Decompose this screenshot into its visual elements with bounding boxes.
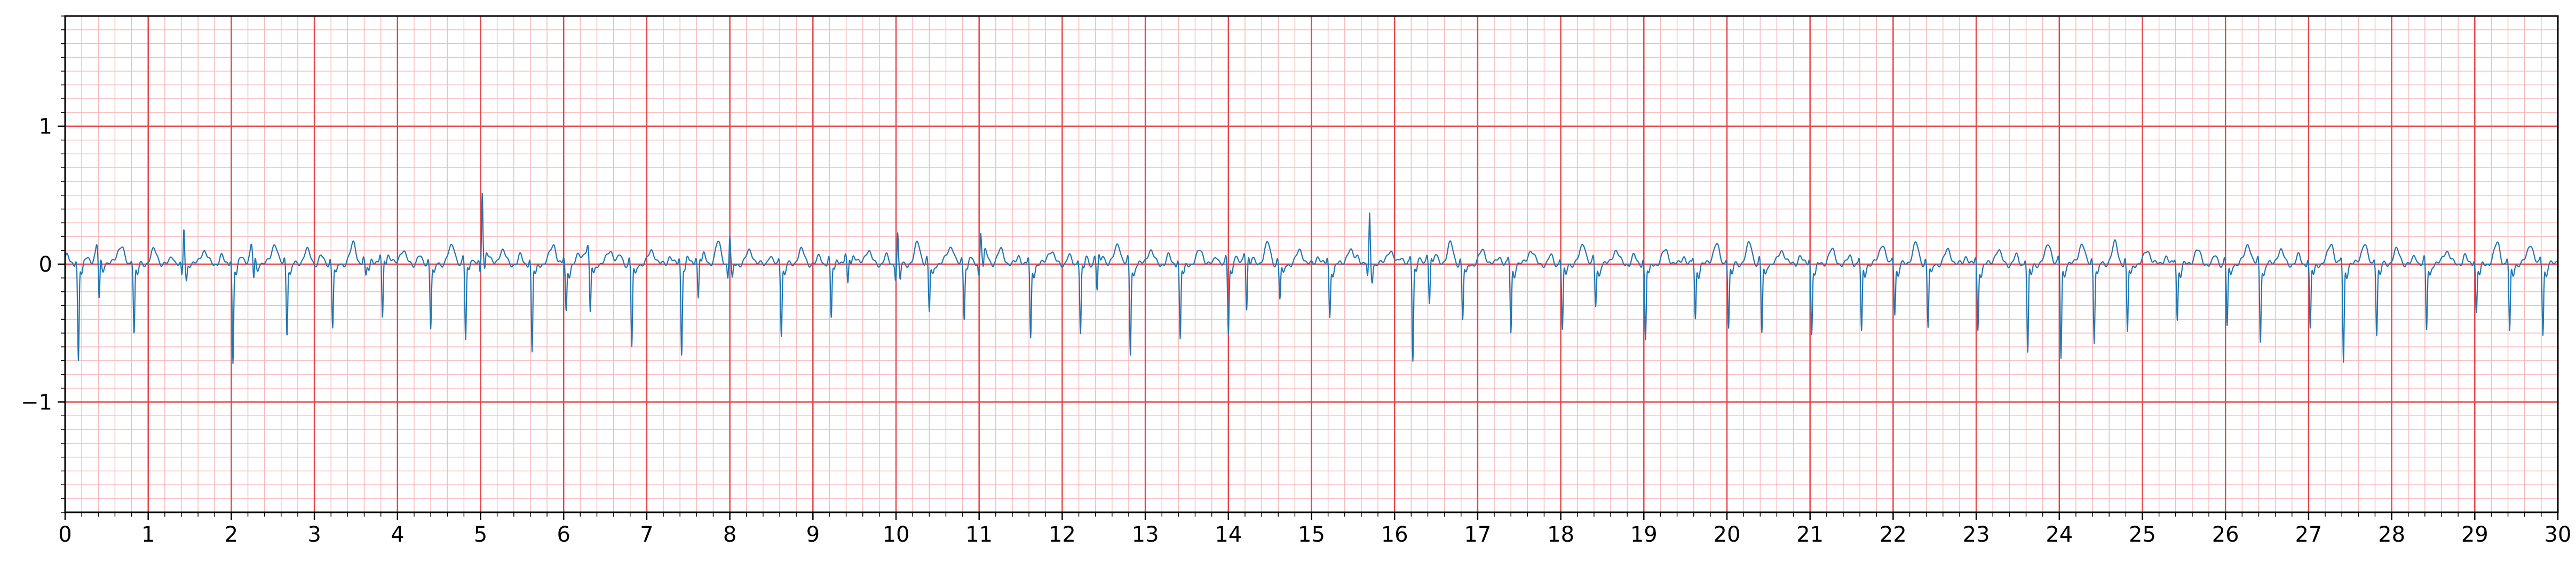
- x-tick-label: 16: [1381, 522, 1408, 547]
- x-tick-label: 23: [1963, 522, 1990, 547]
- x-tick-label: 28: [2378, 522, 2405, 547]
- x-tick-label: 4: [391, 522, 404, 547]
- y-tick-label: 1: [39, 115, 52, 139]
- x-tick-label: 26: [2212, 522, 2239, 547]
- ecg-trace-line: [64, 193, 2558, 364]
- x-tick-label: 27: [2295, 522, 2322, 547]
- x-tick-label: 15: [1298, 522, 1325, 547]
- x-tick-label: 9: [806, 522, 820, 547]
- x-tick-label: 30: [2545, 522, 2572, 547]
- x-tick-label: 25: [2129, 522, 2156, 547]
- x-tick-label: 18: [1547, 522, 1574, 547]
- y-axis-ticks: −1 0 1: [21, 15, 65, 513]
- x-tick-label: 29: [2461, 522, 2488, 547]
- x-tick-label: 1: [141, 522, 155, 547]
- x-tick-label: 14: [1215, 522, 1242, 547]
- x-tick-label: 8: [723, 522, 736, 547]
- x-tick-label: 2: [225, 522, 238, 547]
- x-tick-label: 19: [1630, 522, 1658, 547]
- x-tick-label: 12: [1049, 522, 1076, 547]
- x-tick-label: 6: [557, 522, 570, 547]
- y-tick-label: −1: [21, 390, 52, 415]
- x-tick-label: 11: [965, 522, 993, 547]
- x-tick-label: 3: [307, 522, 321, 547]
- x-tick-label: 20: [1714, 522, 1741, 547]
- x-tick-label: 21: [1796, 522, 1824, 547]
- x-tick-label: 22: [1880, 522, 1907, 547]
- x-tick-label: 10: [883, 522, 910, 547]
- x-tick-label: 0: [58, 522, 72, 547]
- y-tick-label: 0: [39, 252, 52, 277]
- x-tick-label: 24: [2046, 522, 2073, 547]
- signal-layer: [64, 193, 2558, 364]
- x-axis-ticks: 0 1 2 3 4 5 6 7 8 9 10 11 12 13 14 15 16 17 18 19 20 21 22 23 24…: [58, 512, 2571, 547]
- x-tick-label: 5: [474, 522, 487, 547]
- x-tick-label: 7: [640, 522, 653, 547]
- x-tick-label: 17: [1464, 522, 1491, 547]
- x-tick-label: 13: [1132, 522, 1159, 547]
